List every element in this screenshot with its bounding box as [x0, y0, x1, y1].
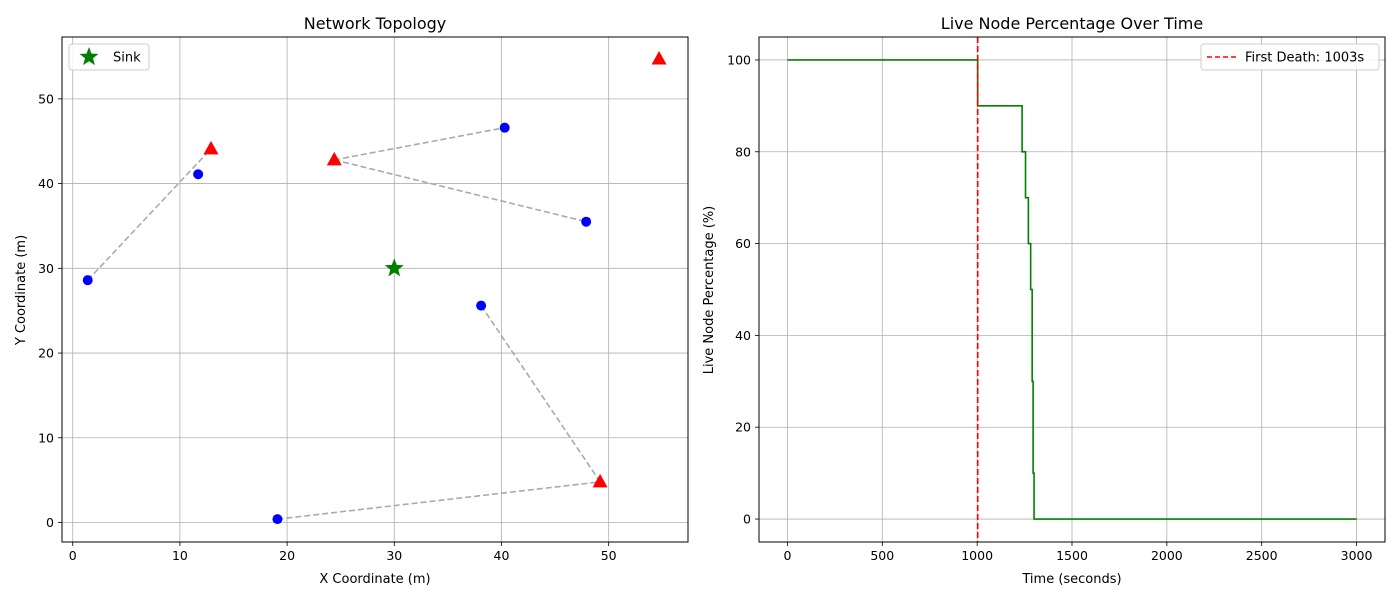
topology-x-tick-label: 0: [69, 548, 77, 563]
topology-x-tick-label: 20: [279, 548, 295, 563]
topology-legend: Sink: [68, 43, 150, 71]
topology-y-tick-label: 40: [38, 176, 54, 191]
normal-node-point: [581, 216, 592, 227]
live-node-series-line: [787, 59, 1357, 520]
normal-node-point: [193, 169, 204, 180]
live-node-y-tick-label: 40: [735, 328, 751, 343]
topology-y-axis-label: Y Coordinate (m): [14, 235, 29, 346]
live-node-y-tick-label: 20: [735, 420, 751, 435]
live-node-x-tick-label: 500: [870, 548, 894, 563]
cluster-head-point: [203, 140, 219, 155]
live-node-chart: 0 500 1000 1500 2000 2500 3000 0 20 40 60 80 100 Liv…: [702, 14, 1386, 587]
cluster-head-point: [592, 473, 608, 488]
topology-x-tick-label: 10: [172, 548, 188, 563]
link-line: [334, 159, 587, 223]
live-node-x-axis-label: Time (seconds): [1021, 572, 1121, 587]
live-node-y-tick-label: 100: [727, 52, 751, 67]
live-node-ticks: 0 500 1000 1500 2000 2500 3000 0 20 40 60 80 100: [727, 52, 1372, 563]
topology-title: Network Topology: [304, 14, 447, 33]
link-line: [480, 305, 601, 483]
live-node-grid: [759, 37, 1385, 542]
live-node-x-tick-label: 3000: [1341, 548, 1373, 563]
live-node-legend-label: First Death: 1003s: [1245, 51, 1364, 66]
link-line: [334, 126, 505, 161]
normal-node-point: [82, 275, 93, 286]
topology-x-tick-label: 40: [494, 548, 510, 563]
link-line: [277, 481, 601, 520]
live-node-lines: [787, 37, 1357, 542]
live-node-y-tick-label: 60: [735, 236, 751, 251]
sink-point: [384, 258, 404, 277]
live-node-x-tick-label: 1500: [1056, 548, 1088, 563]
topology-legend-label: Sink: [113, 51, 141, 66]
topology-y-tick-label: 50: [38, 91, 54, 106]
topology-plot-frame: [61, 36, 689, 543]
live-node-legend-box: [1200, 43, 1380, 71]
live-node-x-tick-label: 0: [783, 548, 791, 563]
live-node-y-tick-label: 80: [735, 144, 751, 159]
normal-node-point: [476, 300, 487, 311]
normal-node-point: [272, 514, 283, 525]
topology-grid: [62, 37, 688, 542]
topology-points: [82, 51, 667, 525]
topology-y-tick-label: 0: [46, 515, 54, 530]
topology-links: [87, 126, 601, 520]
live-node-x-tick-label: 2500: [1246, 548, 1278, 563]
topology-y-tick-label: 30: [38, 261, 54, 276]
cluster-head-point: [651, 51, 667, 65]
topology-y-tick-label: 20: [38, 346, 54, 361]
legend-star-icon: [79, 47, 99, 66]
live-node-legend: First Death: 1003s: [1200, 43, 1380, 71]
topology-x-tick-label: 30: [386, 548, 402, 563]
topology-y-tick-label: 10: [38, 430, 54, 445]
cluster-head-point: [326, 151, 342, 166]
live-node-title: Live Node Percentage Over Time: [941, 14, 1203, 33]
topology-x-axis-label: X Coordinate (m): [319, 572, 430, 587]
normal-node-point: [499, 122, 510, 133]
topology-x-tick-label: 50: [601, 548, 617, 563]
topology-ticks: 0 10 20 30 40 50 0 10 20 30 40 50: [38, 91, 617, 563]
live-node-y-tick-label: 0: [743, 512, 751, 527]
link-line: [87, 148, 212, 281]
live-node-x-tick-label: 1000: [961, 548, 993, 563]
live-node-y-axis-label: Live Node Percentage (%): [702, 206, 717, 375]
live-node-x-tick-label: 2000: [1151, 548, 1183, 563]
